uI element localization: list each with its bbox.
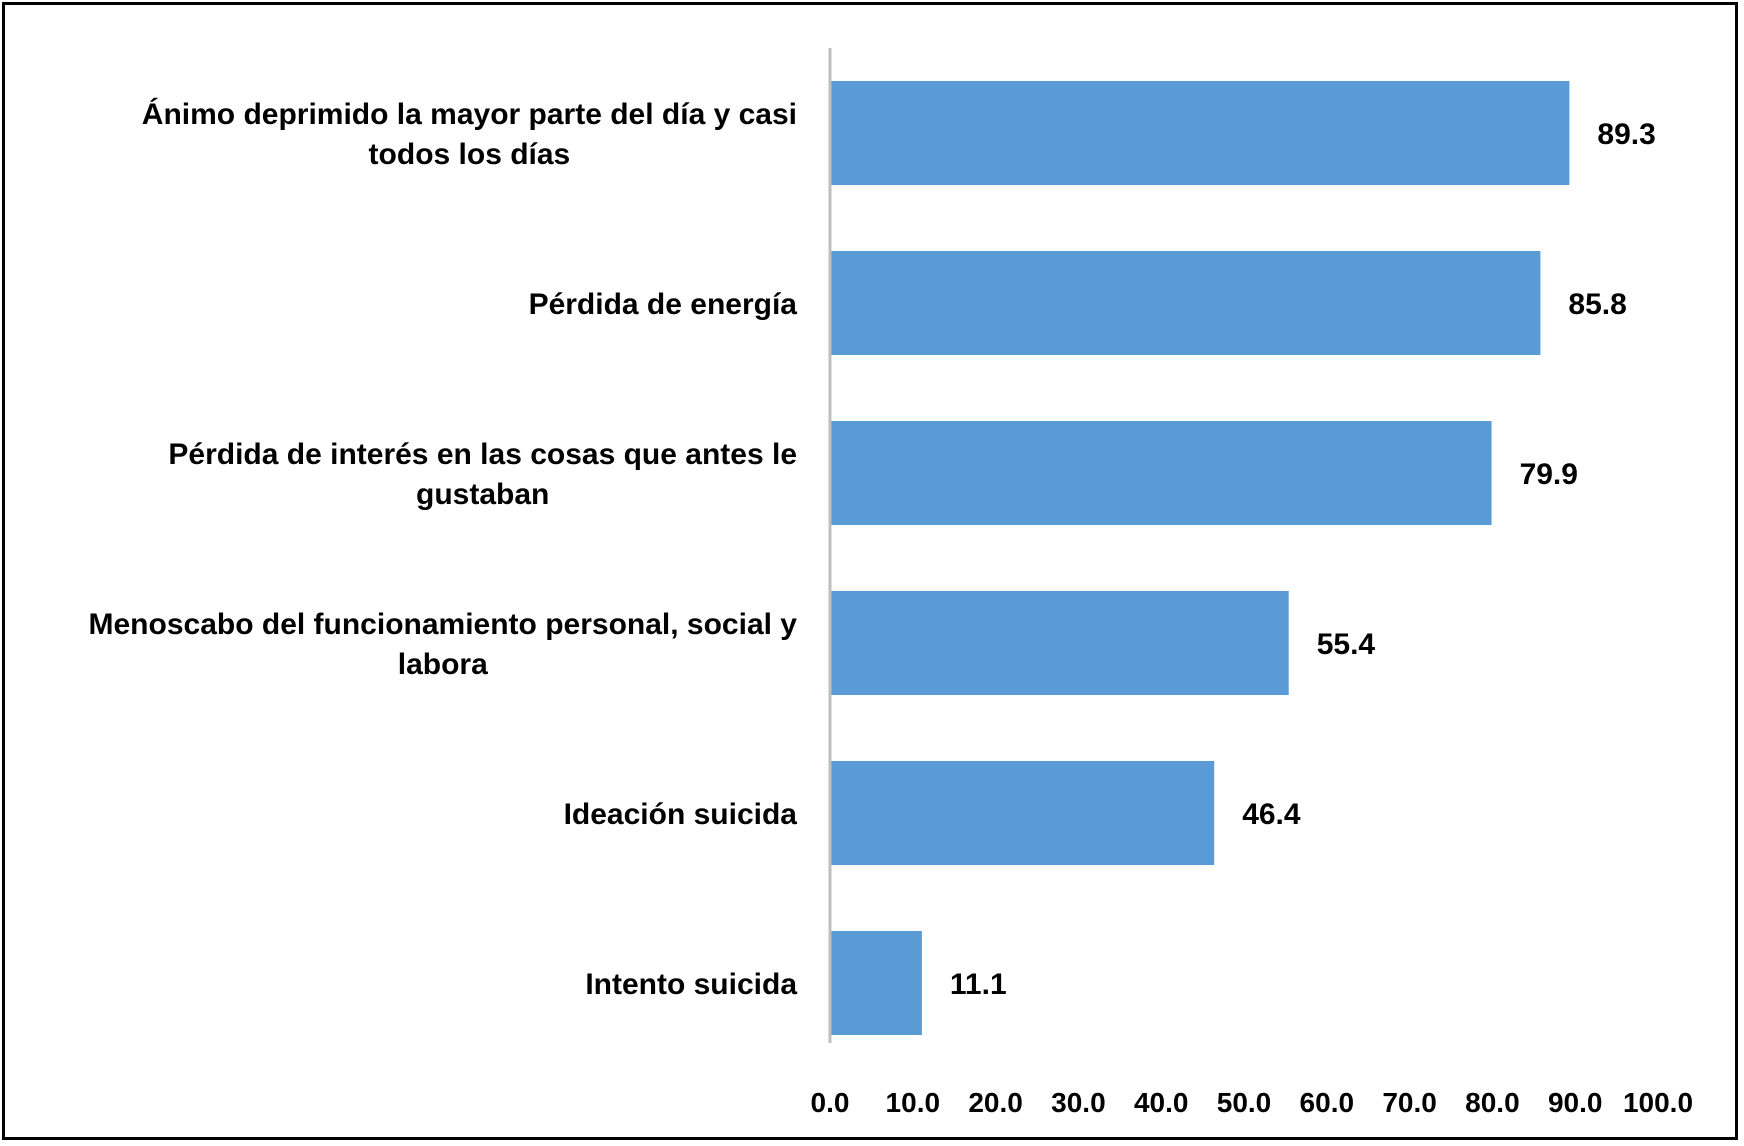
bar-5	[830, 931, 922, 1035]
x-tick-labels-group: 0.0 10.0 20.0 30.0 40.0 50.0 60.0 70.0 80.0 90.0 1…	[811, 1087, 1694, 1118]
category-label-line: gustaban	[416, 478, 549, 511]
category-label-line: labora	[398, 648, 488, 681]
category-label-line: Menoscabo del funcionamiento personal, s…	[89, 608, 798, 641]
category-label-2: Pérdida de interés en las cosas que ante…	[168, 438, 797, 511]
x-tick-label-6: 60.0	[1300, 1087, 1355, 1118]
category-label-line: Intento suicida	[585, 968, 797, 1001]
x-tick-label-2: 20.0	[968, 1087, 1023, 1118]
category-labels-group: Ánimo deprimido la mayor parte del día y…	[89, 97, 798, 1001]
x-tick-label-1: 10.0	[886, 1087, 941, 1118]
value-label-3: 55.4	[1317, 628, 1376, 661]
bar-1	[830, 251, 1541, 355]
bars-group	[830, 81, 1570, 1035]
x-tick-label-9: 90.0	[1548, 1087, 1603, 1118]
value-label-1: 85.8	[1568, 288, 1626, 321]
x-tick-label-4: 40.0	[1134, 1087, 1189, 1118]
value-label-2: 79.9	[1520, 458, 1578, 491]
x-tick-label-7: 70.0	[1382, 1087, 1437, 1118]
category-label-1: Pérdida de energía	[529, 288, 798, 321]
value-label-5: 11.1	[950, 968, 1007, 1001]
category-label-3: Menoscabo del funcionamiento personal, s…	[89, 608, 798, 681]
bar-3	[830, 591, 1289, 695]
bar-2	[830, 421, 1492, 525]
category-label-line: Pérdida de interés en las cosas que ante…	[168, 438, 797, 471]
category-label-4: Ideación suicida	[564, 798, 798, 831]
category-label-line: todos los días	[369, 138, 571, 171]
x-tick-label-3: 30.0	[1051, 1087, 1106, 1118]
category-label-line: Ánimo deprimido la mayor parte del día y…	[142, 97, 797, 131]
x-tick-label-0: 0.0	[811, 1087, 850, 1118]
category-label-0: Ánimo deprimido la mayor parte del día y…	[142, 97, 797, 171]
value-labels-group: 89.3 85.8 79.9 55.4 46.4 11.1	[950, 118, 1656, 1001]
value-label-0: 89.3	[1597, 118, 1655, 151]
category-label-5: Intento suicida	[585, 968, 797, 1001]
category-label-line: Pérdida de energía	[529, 288, 798, 321]
bar-4	[830, 761, 1215, 865]
x-tick-label-10: 100.0	[1623, 1087, 1693, 1118]
x-tick-label-5: 50.0	[1217, 1087, 1272, 1118]
value-label-4: 46.4	[1242, 798, 1301, 831]
x-tick-label-8: 80.0	[1465, 1087, 1520, 1118]
bar-0	[830, 81, 1570, 185]
category-label-line: Ideación suicida	[564, 798, 798, 831]
